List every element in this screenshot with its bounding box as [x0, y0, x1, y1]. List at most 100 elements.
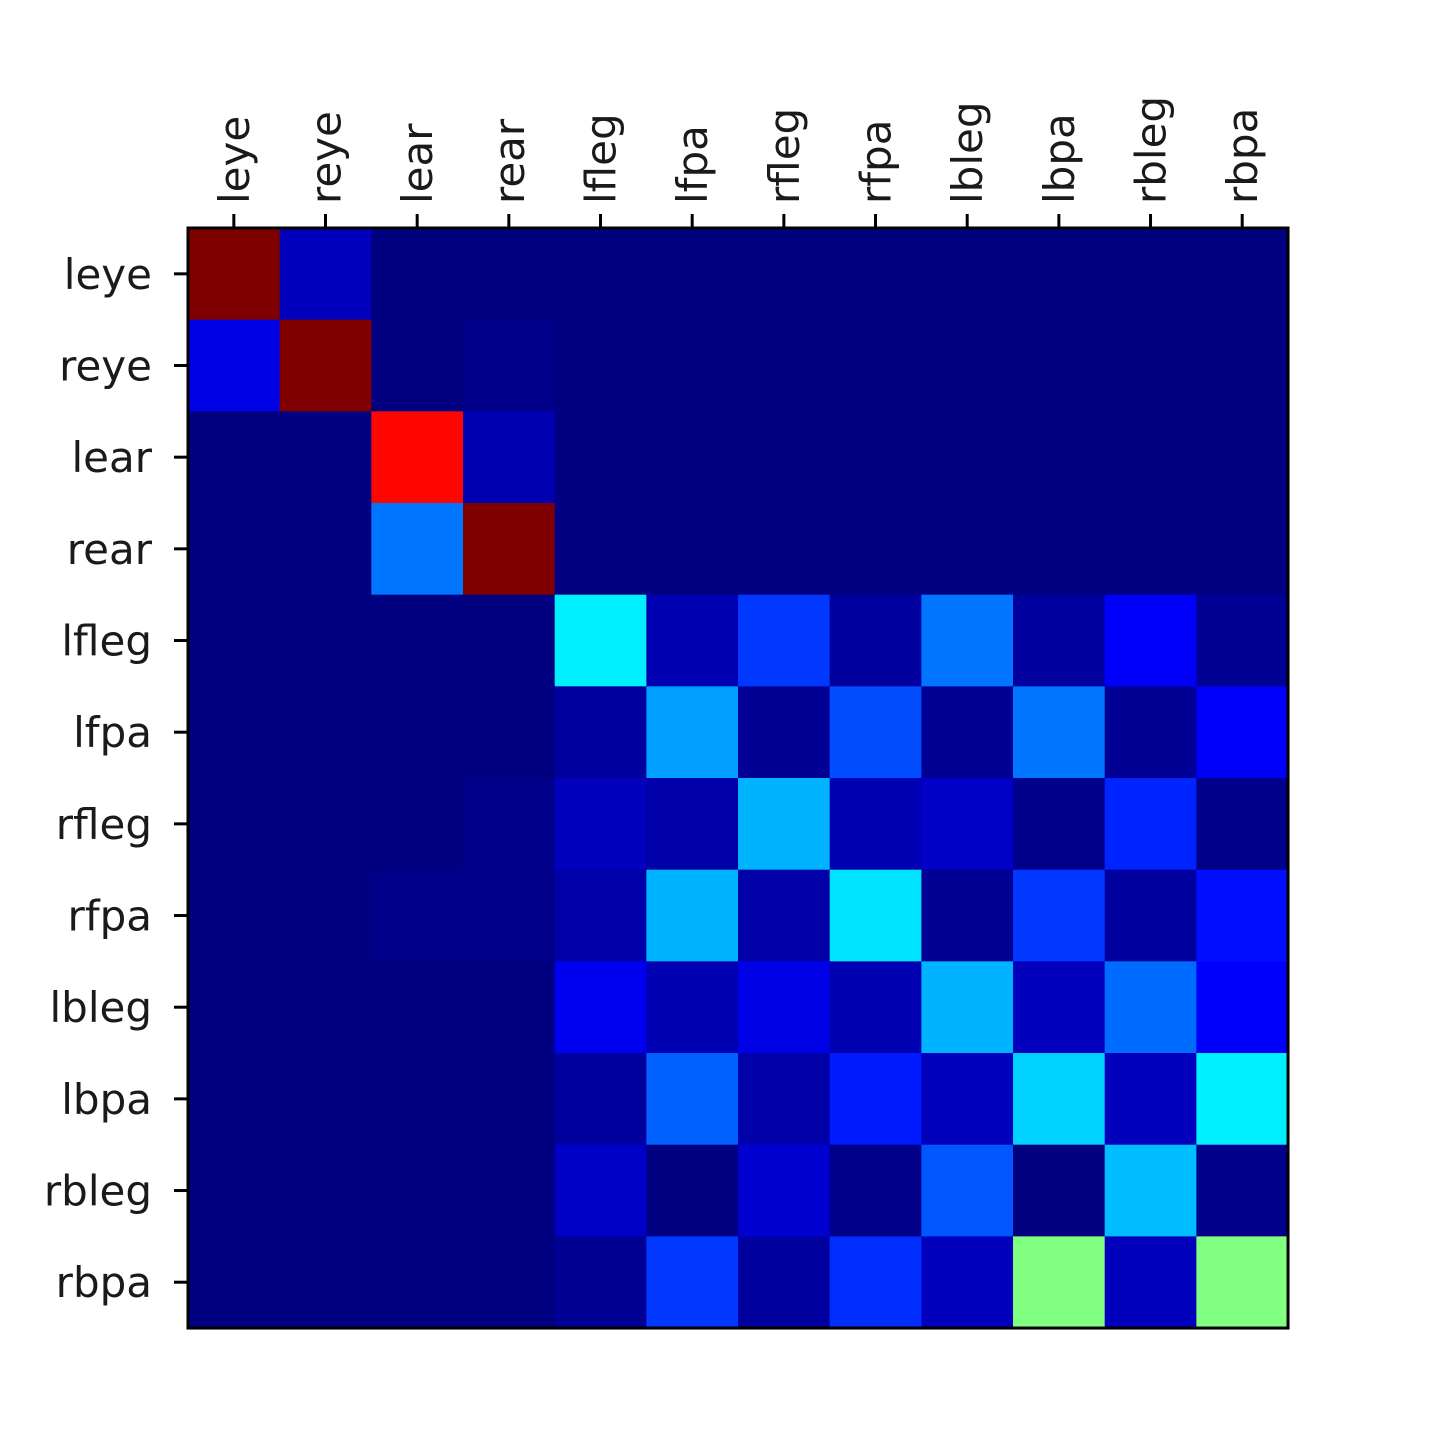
- heatmap-cell: [554, 778, 647, 871]
- heatmap-cell: [188, 503, 281, 596]
- heatmap-cell: [554, 1053, 647, 1146]
- heatmap-cell: [738, 1236, 831, 1329]
- heatmap-cell: [279, 411, 372, 504]
- heatmap-cell: [463, 778, 556, 871]
- x-tick-label: rfpa: [852, 120, 901, 204]
- heatmap-cell: [921, 411, 1014, 504]
- heatmap-cell: [1013, 961, 1106, 1054]
- heatmap-cell: [554, 1236, 647, 1329]
- heatmap-cell: [463, 319, 556, 412]
- heatmap-cell: [1013, 1053, 1106, 1146]
- heatmap-cell: [371, 319, 464, 412]
- heatmap-cell: [921, 228, 1014, 321]
- heatmap-cell: [279, 594, 372, 687]
- heatmap-cell: [829, 1053, 922, 1146]
- heatmap-cell: [554, 503, 647, 596]
- heatmap-cell: [738, 411, 831, 504]
- heatmap-cell: [371, 594, 464, 687]
- heatmap-cell: [371, 1236, 464, 1329]
- heatmap-cell: [1196, 961, 1289, 1054]
- heatmap-cell: [921, 869, 1014, 962]
- heatmap-cell: [188, 778, 281, 871]
- heatmap-cell: [463, 503, 556, 596]
- y-tick-label: leye: [64, 250, 152, 299]
- heatmap-cell: [646, 686, 739, 779]
- heatmap-cell: [738, 228, 831, 321]
- heatmap-cell: [463, 228, 556, 321]
- heatmap-cell: [279, 686, 372, 779]
- y-tick-label: lbleg: [50, 983, 153, 1032]
- heatmap-cell: [738, 686, 831, 779]
- heatmap-cell: [646, 594, 739, 687]
- heatmap-cell: [371, 961, 464, 1054]
- heatmap-cell: [829, 594, 922, 687]
- heatmap-cell: [463, 411, 556, 504]
- heatmap-cell: [738, 1144, 831, 1237]
- heatmap-cell: [1013, 1236, 1106, 1329]
- heatmap-cell: [738, 961, 831, 1054]
- y-tick-label: lbpa: [61, 1075, 152, 1124]
- plot-frame: [186, 226, 1290, 1330]
- heatmap-cell: [188, 686, 281, 779]
- y-tick-label: rbleg: [44, 1167, 152, 1216]
- heatmap-cell: [1196, 228, 1289, 321]
- y-tick-label: lear: [71, 433, 152, 482]
- heatmap-cell: [1013, 594, 1106, 687]
- heatmap-cell: [1013, 411, 1106, 504]
- heatmap-cell: [554, 228, 647, 321]
- heatmap-cell: [829, 1236, 922, 1329]
- x-tick-label: lfpa: [668, 125, 717, 204]
- x-tick-label: rfleg: [760, 108, 809, 204]
- heatmap-cell: [1196, 686, 1289, 779]
- heatmap-cell: [738, 778, 831, 871]
- heatmap-cell: [279, 869, 372, 962]
- heatmap-cell: [1013, 778, 1106, 871]
- heatmap-cell: [371, 228, 464, 321]
- heatmap-cell: [188, 228, 281, 321]
- heatmap-cell: [371, 1053, 464, 1146]
- heatmap-cell: [1196, 411, 1289, 504]
- heatmap-cell: [554, 1144, 647, 1237]
- heatmap-cell: [921, 961, 1014, 1054]
- heatmap-cell: [1013, 686, 1106, 779]
- heatmap-cell: [279, 503, 372, 596]
- heatmap-cell: [646, 503, 739, 596]
- x-tick-label: lbleg: [943, 102, 992, 205]
- heatmap-cell: [1013, 319, 1106, 412]
- heatmap-cell: [921, 1053, 1014, 1146]
- y-tick-label: rfleg: [56, 800, 152, 849]
- heatmap-cell: [371, 686, 464, 779]
- heatmap-cell: [188, 411, 281, 504]
- heatmap-cell: [279, 1236, 372, 1329]
- heatmap-cell: [1196, 1236, 1289, 1329]
- heatmap-cell: [1104, 411, 1197, 504]
- heatmap-cell: [738, 319, 831, 412]
- heatmap-cell: [646, 319, 739, 412]
- heatmap-cell: [1013, 869, 1106, 962]
- heatmap-cell: [463, 686, 556, 779]
- heatmap-cell: [829, 503, 922, 596]
- y-tick-label: reye: [59, 342, 152, 391]
- heatmap-cell: [279, 1144, 372, 1237]
- heatmap-cells: [188, 228, 1289, 1329]
- heatmap-cell: [1013, 228, 1106, 321]
- heatmap-cell: [554, 686, 647, 779]
- heatmap-cell: [646, 1236, 739, 1329]
- heatmap-cell: [371, 411, 464, 504]
- heatmap-cell: [921, 1236, 1014, 1329]
- y-tick-label: lfleg: [61, 617, 152, 666]
- heatmap-cell: [279, 961, 372, 1054]
- heatmap-cell: [1104, 1144, 1197, 1237]
- heatmap-cell: [1196, 594, 1289, 687]
- heatmap-cell: [921, 594, 1014, 687]
- heatmap-cell: [463, 1144, 556, 1237]
- heatmap-cell: [279, 319, 372, 412]
- heatmap-cell: [371, 1144, 464, 1237]
- heatmap-cell: [921, 503, 1014, 596]
- heatmap-cell: [463, 1236, 556, 1329]
- heatmap-cell: [554, 411, 647, 504]
- x-tick-label: lear: [393, 123, 442, 204]
- axis-tick-labels: leye reye lear rear lfleg lfpa rfleg rfpa lbleg l…: [44, 96, 1267, 1307]
